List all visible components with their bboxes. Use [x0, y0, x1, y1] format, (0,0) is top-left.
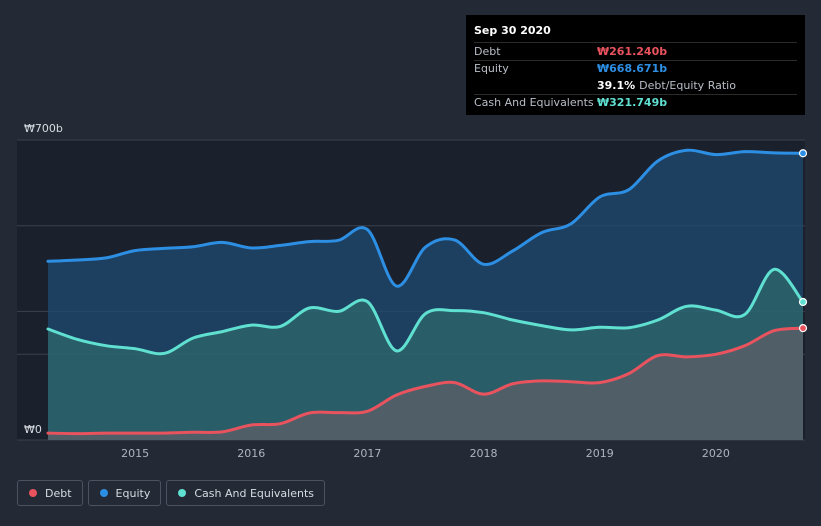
- y-axis-labels: ₩700b ₩0: [24, 122, 63, 436]
- x-axis-labels: 2015 2016 2017 2018 2019 2020: [121, 447, 730, 460]
- x-tick-label: 2017: [353, 447, 381, 460]
- tooltip-equity-label: Equity: [474, 62, 509, 76]
- tooltip-row-ratio: 39.1% Debt/Equity Ratio: [474, 77, 797, 94]
- x-tick-label: 2016: [237, 447, 265, 460]
- tooltip-equity-value: ₩668.671b: [597, 62, 668, 76]
- x-tick-label: 2019: [586, 447, 614, 460]
- series-lines: [46, 148, 805, 436]
- tooltip-cash-value: ₩321.749b: [597, 96, 668, 110]
- tooltip-ratio-label: Debt/Equity Ratio: [639, 78, 736, 92]
- endpoint-debt: [798, 324, 808, 333]
- x-tick-label: 2015: [121, 447, 149, 460]
- legend-debt-dot-icon: [29, 489, 37, 497]
- tooltip-date: Sep 30 2020: [474, 24, 551, 37]
- line-debt: [46, 326, 805, 436]
- line-cash-and-equivalents: [46, 267, 805, 356]
- tooltip-ratio-value: 39.1%: [597, 78, 636, 92]
- y-tick-label: ₩700b: [24, 122, 63, 135]
- tooltip-panel: Sep 30 2020 Debt ₩261.240b Equity ₩668.6…: [466, 15, 805, 115]
- tooltip-cash-label: Cash And Equivalents: [474, 96, 594, 110]
- legend-cash-dot-icon: [178, 489, 187, 497]
- series-areas: [48, 150, 803, 440]
- y-tick-label: ₩0: [24, 423, 42, 436]
- endpoint-equity: [798, 149, 808, 158]
- legend-item-debt[interactable]: Debt: [17, 480, 83, 506]
- legend-item-equity[interactable]: Equity: [87, 480, 162, 506]
- x-tick-label: 2020: [702, 447, 730, 460]
- legend-item-cash[interactable]: Cash And Equivalents: [166, 480, 325, 506]
- legend-equity-dot-icon: [99, 489, 108, 497]
- legend-cash-label: Cash And Equivalents: [194, 486, 314, 500]
- tooltip-row-equity: Equity ₩668.671b: [474, 59, 797, 78]
- tooltip-row-cash: Cash And Equivalents ₩321.749b: [474, 93, 797, 112]
- tooltip-debt-label: Debt: [474, 44, 501, 58]
- tooltip-debt-value: ₩261.240b: [597, 44, 668, 58]
- endpoint-cash-and-equivalents: [798, 297, 808, 307]
- tooltip-row-debt: Debt ₩261.240b: [474, 42, 797, 60]
- series-endpoints: [798, 149, 808, 333]
- line-equity: [46, 148, 805, 288]
- area-debt: [48, 328, 803, 440]
- legend-debt-label: Debt: [45, 486, 72, 500]
- x-tick-label: 2018: [470, 447, 498, 460]
- legend-equity-label: Equity: [115, 486, 151, 500]
- chart-legend: Debt Equity Cash And Equivalents: [17, 480, 325, 506]
